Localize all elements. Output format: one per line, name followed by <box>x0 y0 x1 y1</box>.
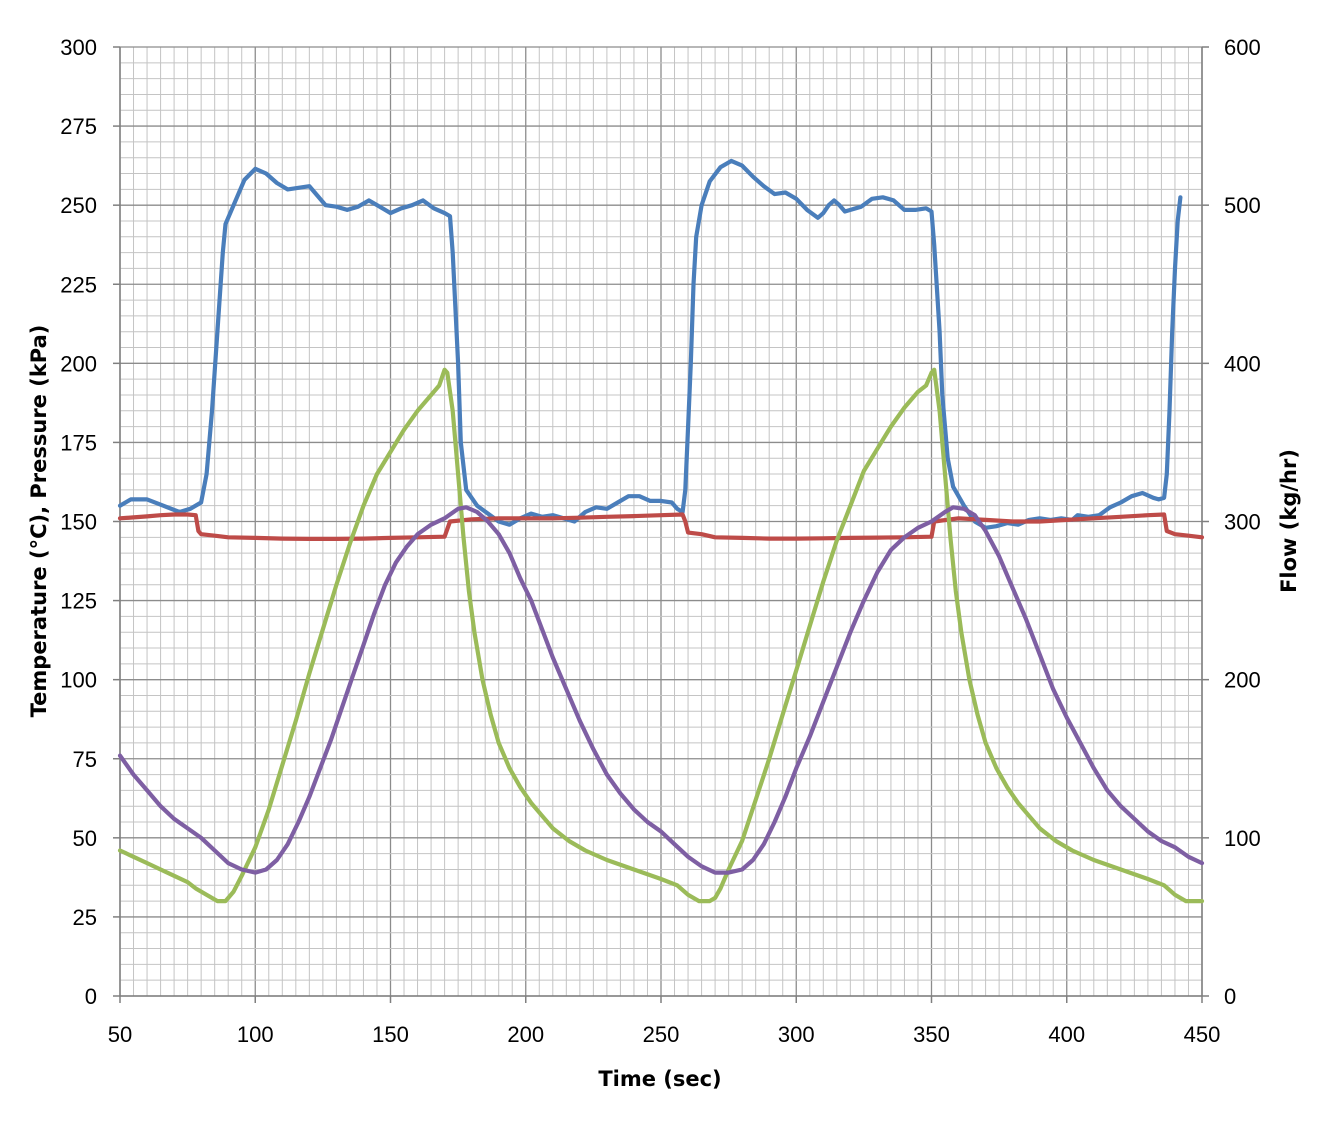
y-tick-label: 25 <box>73 905 97 930</box>
y-tick-label: 200 <box>60 351 97 376</box>
y-tick-label: 175 <box>60 430 97 455</box>
y-tick-label: 100 <box>60 668 97 693</box>
y-tick-label: 300 <box>60 35 97 60</box>
x-tick-label: 300 <box>778 1022 815 1047</box>
y-tick-label: 250 <box>60 193 97 218</box>
y2-tick-label: 400 <box>1224 351 1261 376</box>
y-tick-label: 75 <box>73 747 97 772</box>
axes <box>113 46 1209 1003</box>
y-tick-label: 225 <box>60 272 97 297</box>
tick-labels: 50 100 150 200 250 300 350 400 45002550751001251… <box>60 35 1260 1047</box>
pressure-series-line <box>117 512 1205 541</box>
y-tick-label: 50 <box>73 826 97 851</box>
y-tick-label: 0 <box>85 984 97 1009</box>
x-tick-label: 50 <box>108 1022 132 1047</box>
y2-tick-label: 200 <box>1224 668 1261 693</box>
y-tick-label: 275 <box>60 114 97 139</box>
y2-tick-label: 500 <box>1224 193 1261 218</box>
flow-series-line <box>117 158 1183 530</box>
x-tick-label: 350 <box>913 1022 950 1047</box>
y-tick-label: 125 <box>60 589 97 614</box>
series-lines <box>117 158 1205 904</box>
y-axis-title: Temperature (°C), Pressure (kPa) <box>27 325 51 718</box>
x-tick-label: 250 <box>643 1022 680 1047</box>
temperature-series-line-2 <box>117 505 1205 875</box>
y-tick-label: 150 <box>60 510 97 535</box>
y2-tick-label: 600 <box>1224 35 1261 60</box>
x-tick-label: 150 <box>372 1022 409 1047</box>
y2-tick-label: 0 <box>1224 984 1236 1009</box>
x-axis-title: Time (sec) <box>598 1067 721 1091</box>
temperature-series-line-1 <box>117 367 1205 904</box>
grid <box>119 46 1203 997</box>
x-tick-label: 450 <box>1184 1022 1221 1047</box>
x-tick-label: 100 <box>237 1022 274 1047</box>
x-tick-label: 400 <box>1048 1022 1085 1047</box>
x-tick-label: 200 <box>507 1022 544 1047</box>
y2-tick-label: 300 <box>1224 510 1261 535</box>
y2-tick-label: 100 <box>1224 826 1261 851</box>
y2-axis-title: Flow (kg/hr) <box>1277 449 1301 593</box>
